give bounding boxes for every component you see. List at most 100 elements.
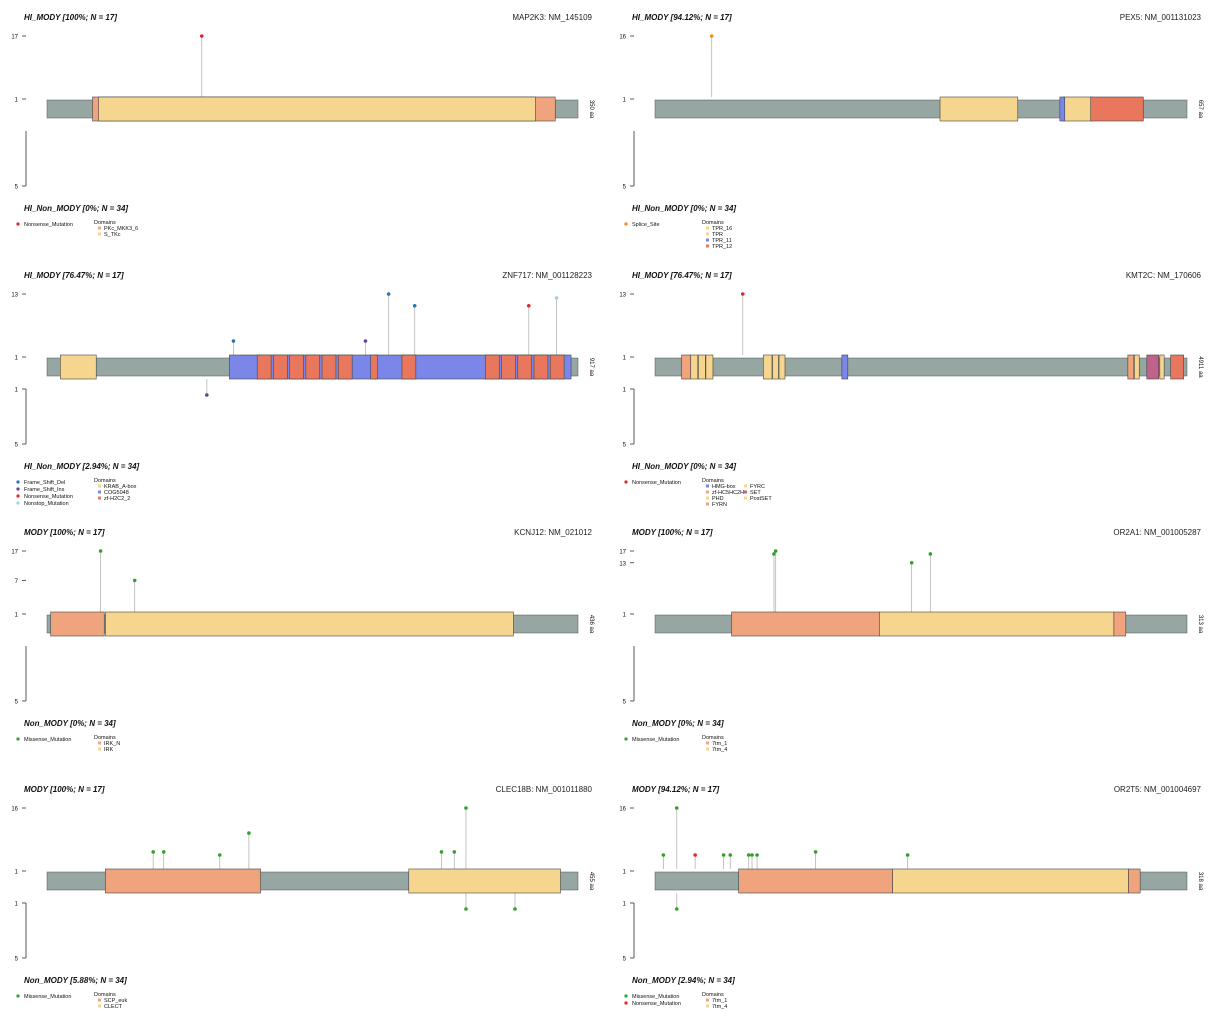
top-group-label: HI_MODY [76.47%; N = 17] <box>24 271 124 280</box>
domain-7tm-1 <box>738 868 893 894</box>
mutation-point <box>905 853 910 857</box>
domains-legend-label: zf-H2C2_2 <box>104 496 130 502</box>
domains-legend-swatch <box>706 226 709 230</box>
legend-label: Frame_Shift_Ins <box>24 487 65 493</box>
top-group-label: MODY [100%; N = 17] <box>632 528 713 537</box>
domains-legend-title: Domains <box>702 992 724 998</box>
top-axis-tick-label: 1 <box>623 98 627 104</box>
domain-phd <box>698 354 706 380</box>
domain-zf-h2c2-2 <box>533 354 549 380</box>
mutation-point <box>728 853 733 857</box>
bottom-axis-tick-label: 5 <box>15 443 19 449</box>
domains-legend-swatch <box>706 244 709 248</box>
domain-7tm-1 <box>1113 611 1127 637</box>
domain-zf-h2c2-2 <box>256 354 272 380</box>
bottom-axis-tick-label: 5 <box>15 957 19 963</box>
domain-irk <box>105 611 514 637</box>
bottom-group-label: Non_MODY [0%; N = 34] <box>632 719 724 728</box>
gene-title: KMT2C: NM_170606 <box>1126 271 1202 280</box>
domains-legend-title: Domains <box>94 478 116 484</box>
bottom-axis-tick-label: 1 <box>623 388 627 394</box>
legend-label: Missense_Mutation <box>24 737 71 743</box>
top-axis-tick-label: 16 <box>619 807 626 813</box>
gene-title: OR2T5: NM_001004697 <box>1114 785 1202 794</box>
top-axis-tick-label: 1 <box>15 613 19 619</box>
legend-label: Nonsense_Mutation <box>24 222 73 228</box>
domains-legend-swatch <box>744 484 747 488</box>
domains-legend-title: Domains <box>702 735 724 741</box>
domains-legend-swatch <box>706 232 709 236</box>
bottom-group-label: Non_MODY [5.88%; N = 34] <box>24 976 127 985</box>
domain-hmg-box <box>841 354 849 380</box>
mutation-point <box>661 853 666 857</box>
domain-irk-n <box>50 611 105 637</box>
domain-zf-hc5hc2h <box>681 354 692 380</box>
mutation-point <box>928 552 933 556</box>
legend-marker <box>16 480 20 484</box>
mutation-point <box>231 339 236 343</box>
domain-zf-h2c2-2 <box>370 354 378 380</box>
mutation-point <box>721 853 726 857</box>
panel-kcnj12: MODY [100%; N = 17] KCNJ12: NM_021012 17 7 1… <box>11 528 594 753</box>
mutation-point <box>909 560 914 565</box>
legend-marker <box>16 501 20 505</box>
domains-legend-swatch <box>98 741 101 745</box>
domains-legend-label: IRK <box>104 747 114 753</box>
top-group-label: MODY [100%; N = 17] <box>24 785 105 794</box>
domain-postset <box>1159 354 1165 380</box>
domain-7tm-4 <box>892 868 1129 894</box>
domains-legend-swatch <box>744 490 747 494</box>
top-axis-tick-label: 13 <box>11 293 18 299</box>
top-axis-tick-label: 1 <box>15 356 19 362</box>
legend-label: Splice_Site <box>632 222 660 228</box>
domain-set <box>1146 354 1160 380</box>
domain-set <box>1170 354 1184 380</box>
mutation-point <box>750 853 754 857</box>
domains-legend-label: S_TKc <box>104 232 121 238</box>
bottom-axis-tick-label: 1 <box>15 902 19 908</box>
domain-zf-h2c2-2 <box>401 354 417 380</box>
gene-title: MAP2K3: NM_145109 <box>512 13 592 22</box>
protein-length-label: 313 aa <box>1197 615 1203 634</box>
protein-length-label: 455 aa <box>588 872 594 891</box>
mutation-point <box>755 853 759 857</box>
mutation-point <box>740 292 745 296</box>
protein-length-label: 657 aa <box>1197 100 1203 119</box>
legend-label: Nonstop_Mutation <box>24 501 69 507</box>
domains-legend-label: HMG-box <box>712 484 736 490</box>
top-axis-tick-label: 17 <box>11 550 18 556</box>
domains-legend-title: Domains <box>94 735 116 741</box>
domains-legend-label: SET <box>750 490 761 496</box>
top-axis-tick-label: 16 <box>11 807 18 813</box>
gene-title: CLEC18B: NM_001011880 <box>496 785 593 794</box>
mutation-point <box>439 850 444 854</box>
legend-marker <box>16 994 20 998</box>
domains-legend-label: FYRN <box>712 502 727 508</box>
gene-title: KCNJ12: NM_021012 <box>514 528 592 537</box>
domain-fyrc <box>1134 354 1140 380</box>
panel-pex5: HI_MODY [94.12%; N = 17] PEX5: NM_0011310… <box>619 13 1203 250</box>
domains-legend-title: Domains <box>702 220 724 226</box>
domains-legend-label: COG5048 <box>104 490 129 496</box>
top-group-label: HI_MODY [94.12%; N = 17] <box>632 13 732 22</box>
legend-label: Nonsense_Mutation <box>24 494 73 500</box>
legend-marker <box>624 480 628 484</box>
gene-title: OR2A1: NM_001005287 <box>1113 528 1201 537</box>
domain-tpr-12 <box>1090 96 1144 122</box>
panel-or2a1: MODY [100%; N = 17] OR2A1: NM_001005287 17… <box>619 528 1203 753</box>
mutation-point <box>464 806 468 810</box>
domains-legend-label: TPR_11 <box>712 238 732 244</box>
protein-length-label: 917 aa <box>588 358 594 377</box>
domains-legend-label: TPR <box>712 232 723 238</box>
legend-label: Missense_Mutation <box>632 737 679 743</box>
mutation-point <box>217 853 222 857</box>
domain-s-tkc <box>98 96 536 122</box>
domain-phd <box>690 354 699 380</box>
legend-marker <box>16 737 20 741</box>
bottom-group-label: Non_MODY [0%; N = 34] <box>24 719 116 728</box>
top-axis-tick-label: 17 <box>619 550 626 556</box>
domains-legend-label: SCP_euk <box>104 998 127 1004</box>
domain-zf-h2c2-2 <box>517 354 532 380</box>
domain-tpr <box>1062 96 1093 122</box>
